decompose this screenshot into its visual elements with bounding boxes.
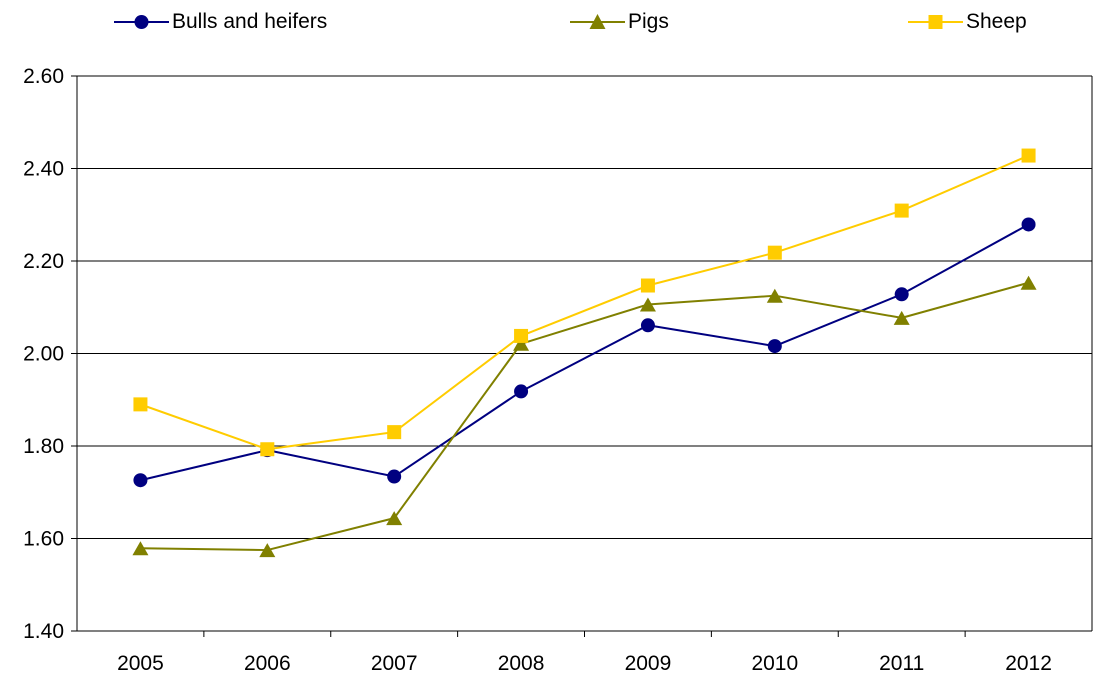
legend-item-bulls-and-heifers: Bulls and heifers	[114, 6, 327, 38]
data-point-bulls-and-heifers-2008	[514, 384, 529, 399]
markers-pigs	[132, 275, 1037, 558]
y-tick-label: 1.60	[23, 528, 64, 551]
x-tick-label: 2009	[625, 652, 672, 675]
data-point-sheep-2006	[260, 442, 275, 457]
y-axis-tick-labels: 1.40 1.60 1.80 2.00 2.20 2.40 2.60	[23, 65, 64, 643]
series	[132, 148, 1037, 558]
y-tick-label: 2.60	[23, 65, 64, 88]
data-point-pigs-2012	[1020, 275, 1037, 290]
x-axis-tick-labels: 2005 2006 2007 2008 2009 2010 2011 2012	[117, 652, 1052, 675]
legend-label-pigs: Pigs	[628, 10, 669, 33]
data-point-pigs-2009	[639, 297, 656, 312]
data-point-pigs-2010	[766, 288, 783, 303]
x-tick-label: 2005	[117, 652, 164, 675]
data-point-bulls-and-heifers-2005	[133, 473, 148, 488]
data-point-pigs-2007	[386, 511, 403, 526]
series-line-pigs	[140, 281, 1029, 552]
gridlines	[77, 75, 1092, 539]
data-point-pigs-2005	[132, 541, 149, 556]
legend-item-pigs: Pigs	[570, 6, 669, 38]
x-tick-label: 2012	[1005, 652, 1052, 675]
y-tick-label: 2.40	[23, 158, 64, 181]
x-tick-label: 2010	[751, 652, 798, 675]
markers-sheep	[133, 148, 1036, 457]
data-point-sheep-2009	[640, 278, 655, 293]
x-tick-label: 2007	[371, 652, 418, 675]
data-point-sheep-2011	[894, 203, 909, 218]
x-tick-label: 2006	[244, 652, 291, 675]
data-point-bulls-and-heifers-2009	[640, 318, 655, 333]
axes	[71, 75, 1093, 637]
data-point-sheep-2007	[387, 425, 402, 440]
data-point-sheep-2012	[1021, 148, 1036, 163]
series-sheep	[140, 154, 1029, 451]
y-tick-label: 2.20	[23, 250, 64, 273]
legend-label-sheep: Sheep	[966, 10, 1027, 33]
data-point-sheep-2008	[514, 328, 529, 343]
x-tick-label: 2011	[879, 652, 924, 675]
legend-swatch-pigs	[570, 14, 625, 29]
data-point-bulls-and-heifers-2012	[1021, 217, 1036, 232]
y-tick-label: 1.80	[23, 435, 64, 458]
chart-legend: Bulls and heifers Pigs Sheep	[0, 6, 1105, 38]
legend-swatch-sheep	[908, 15, 963, 29]
data-point-bulls-and-heifers-2007	[387, 469, 402, 484]
data-point-pigs-2006	[259, 543, 276, 558]
y-tick-label: 2.00	[23, 343, 64, 366]
series-pigs	[140, 281, 1029, 552]
legend-label-bulls-and-heifers: Bulls and heifers	[172, 10, 328, 33]
data-point-bulls-and-heifers-2010	[767, 339, 782, 354]
legend-item-sheep: Sheep	[908, 6, 1027, 38]
data-point-pigs-2008	[513, 336, 530, 351]
data-point-pigs-2011	[893, 310, 910, 325]
y-tick-label: 1.40	[23, 620, 64, 643]
series-line-bulls-and-heifers	[140, 223, 1030, 482]
x-tick-label: 2008	[498, 652, 545, 675]
data-point-bulls-and-heifers-2011	[894, 287, 909, 302]
data-point-sheep-2010	[767, 245, 782, 260]
data-point-sheep-2005	[133, 397, 148, 412]
legend-swatch-bulls-and-heifers	[114, 15, 169, 29]
series-bulls-and-heifers	[140, 223, 1030, 482]
series-line-sheep	[140, 154, 1029, 451]
